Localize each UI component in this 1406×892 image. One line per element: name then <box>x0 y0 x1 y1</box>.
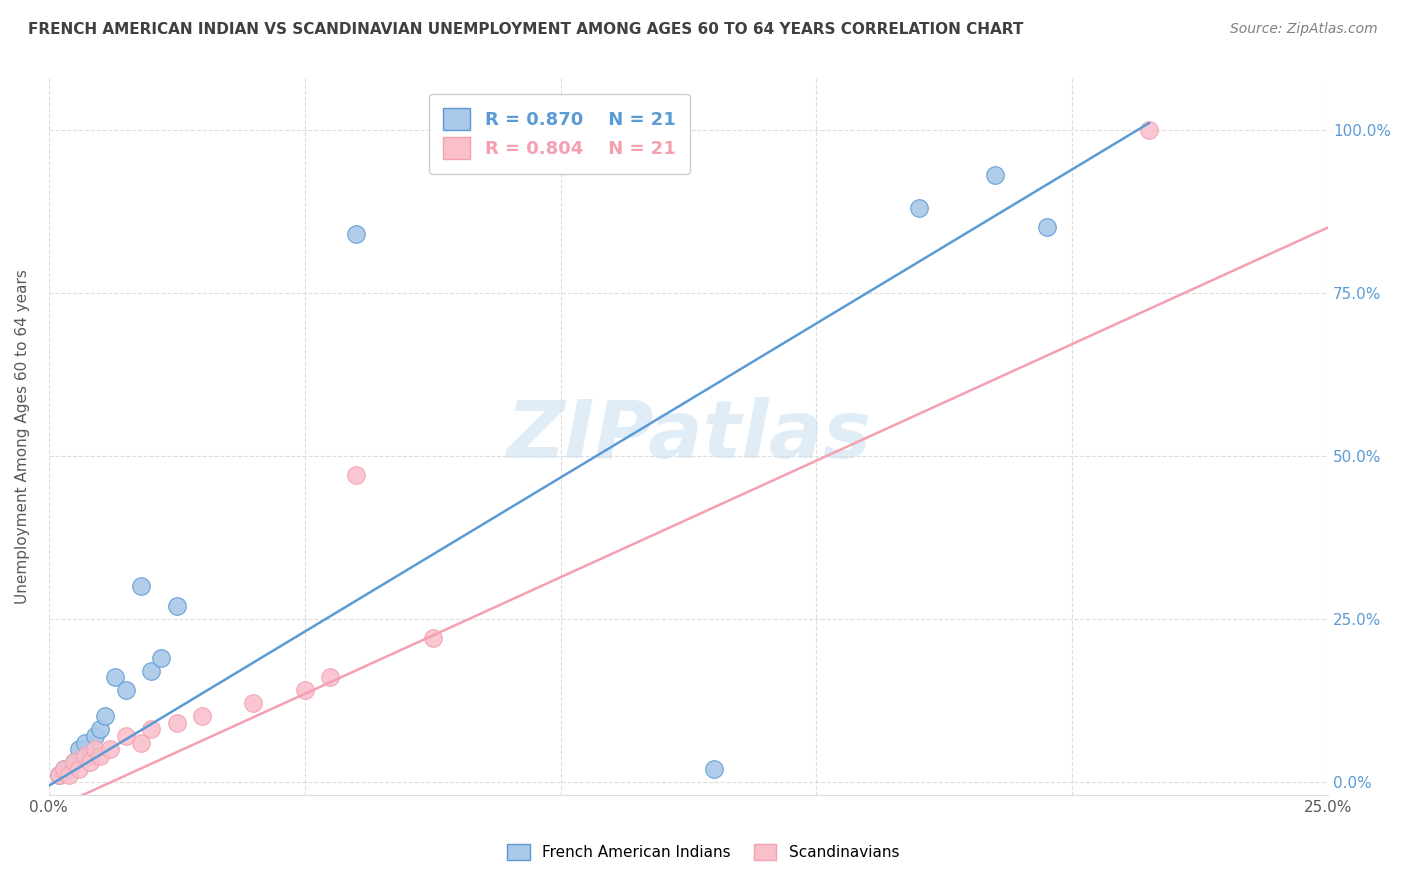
Text: Source: ZipAtlas.com: Source: ZipAtlas.com <box>1230 22 1378 37</box>
Point <box>344 227 367 241</box>
Point <box>83 742 105 756</box>
Point <box>319 670 342 684</box>
Point <box>150 650 173 665</box>
Point <box>53 762 76 776</box>
Legend: R = 0.870    N = 21, R = 0.804    N = 21: R = 0.870 N = 21, R = 0.804 N = 21 <box>429 94 690 174</box>
Point <box>53 762 76 776</box>
Point <box>114 683 136 698</box>
Point <box>191 709 214 723</box>
Point <box>98 742 121 756</box>
Point <box>166 599 188 613</box>
Point <box>63 755 86 769</box>
Point <box>48 768 70 782</box>
Legend: French American Indians, Scandinavians: French American Indians, Scandinavians <box>501 838 905 866</box>
Point <box>703 762 725 776</box>
Point <box>69 742 91 756</box>
Point <box>73 748 96 763</box>
Point <box>344 468 367 483</box>
Point <box>89 748 111 763</box>
Point <box>422 631 444 645</box>
Point <box>907 201 929 215</box>
Point <box>104 670 127 684</box>
Point <box>242 697 264 711</box>
Point <box>58 768 80 782</box>
Point <box>79 748 101 763</box>
Point <box>94 709 117 723</box>
Point <box>73 735 96 749</box>
Text: ZIPatlas: ZIPatlas <box>506 397 870 475</box>
Point <box>294 683 316 698</box>
Point <box>58 762 80 776</box>
Point <box>89 723 111 737</box>
Point <box>984 168 1007 182</box>
Point <box>79 755 101 769</box>
Point <box>1035 220 1057 235</box>
Point <box>1137 122 1160 136</box>
Point <box>166 716 188 731</box>
Text: FRENCH AMERICAN INDIAN VS SCANDINAVIAN UNEMPLOYMENT AMONG AGES 60 TO 64 YEARS CO: FRENCH AMERICAN INDIAN VS SCANDINAVIAN U… <box>28 22 1024 37</box>
Point <box>139 664 162 678</box>
Y-axis label: Unemployment Among Ages 60 to 64 years: Unemployment Among Ages 60 to 64 years <box>15 268 30 604</box>
Point <box>69 762 91 776</box>
Point <box>129 579 152 593</box>
Point <box>63 755 86 769</box>
Point <box>139 723 162 737</box>
Point <box>48 768 70 782</box>
Point <box>114 729 136 743</box>
Point <box>83 729 105 743</box>
Point <box>129 735 152 749</box>
